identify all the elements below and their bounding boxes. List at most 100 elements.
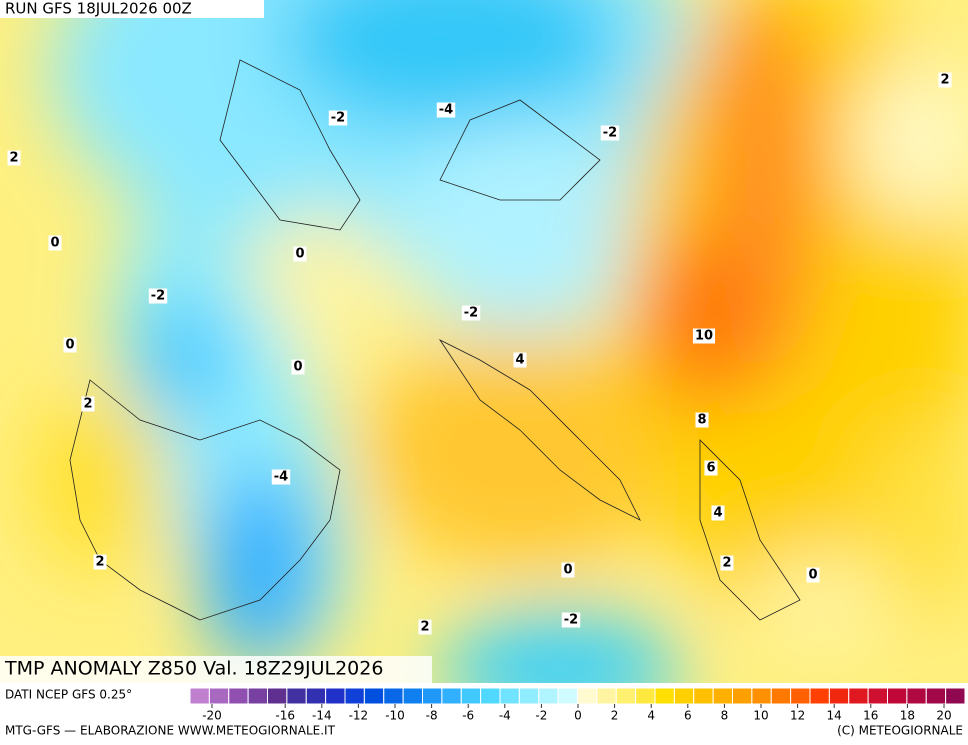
colorbar-box bbox=[732, 687, 753, 705]
contour-label-bg bbox=[692, 328, 716, 344]
colorbar-box bbox=[402, 687, 423, 705]
colorbar-box bbox=[770, 687, 792, 705]
contour-label: 10 bbox=[695, 329, 713, 344]
contour-label-bg bbox=[561, 562, 575, 578]
colorbar-box bbox=[712, 687, 733, 705]
contour-label: 2 bbox=[95, 555, 104, 570]
colorbar-tick-label: -14 bbox=[312, 709, 332, 723]
contour-label-bg bbox=[48, 235, 62, 251]
colorbar-tick-label: 2 bbox=[611, 709, 619, 723]
colorbar-box bbox=[945, 687, 966, 705]
colorbar-box bbox=[577, 687, 598, 705]
contour-label: 4 bbox=[713, 506, 722, 521]
colorbar-box bbox=[480, 687, 501, 705]
contour-label: 0 bbox=[295, 247, 304, 262]
colorbar-box bbox=[518, 687, 540, 705]
colorbar-tick-label: -2 bbox=[535, 709, 547, 723]
colorbar-tick-label: -10 bbox=[385, 709, 405, 723]
colorbar-box bbox=[247, 687, 268, 705]
run-label: RUN GFS 18JUL2026 00Z bbox=[5, 0, 192, 18]
colorbar-box bbox=[344, 687, 365, 705]
colorbar-tick-label: -8 bbox=[426, 709, 438, 723]
contour-labels: 2 -2 -4 -2 2 0 0 -2 -2 10 0 4 0 2 8 6 -4 4 2 2 0 0 -2 2 bbox=[7, 72, 952, 635]
contour-label: 2 bbox=[9, 151, 18, 166]
contour-label-bg bbox=[806, 567, 820, 583]
contour-label: 2 bbox=[940, 73, 949, 88]
contour-label-bg bbox=[513, 352, 527, 368]
contour-label: -4 bbox=[274, 470, 288, 485]
contour-label-bg bbox=[600, 125, 620, 141]
contour-label-bg bbox=[81, 396, 95, 412]
contour-label-bg bbox=[561, 612, 581, 628]
contour-label: -2 bbox=[331, 111, 345, 126]
contour-label: 8 bbox=[697, 413, 706, 428]
colorbar-box bbox=[654, 687, 675, 705]
colorbar-tick-label: 10 bbox=[753, 709, 768, 723]
contour-label-bg bbox=[418, 619, 432, 635]
colorbar-box bbox=[887, 687, 908, 705]
colorbar-tick-label: -16 bbox=[275, 709, 295, 723]
colorbar-box bbox=[422, 687, 443, 705]
colorbar-tick-label: 20 bbox=[936, 709, 951, 723]
contour-label: 0 bbox=[50, 236, 59, 251]
colorbar-tick-label: -12 bbox=[349, 709, 369, 723]
contour-label-bg bbox=[938, 72, 952, 88]
contour-label: 2 bbox=[722, 556, 731, 571]
contour-label: 2 bbox=[83, 397, 92, 412]
contour-label: 0 bbox=[563, 563, 572, 578]
colorbar-tick-label: 18 bbox=[900, 709, 915, 723]
colorbar-box bbox=[790, 687, 811, 705]
contour-label: 0 bbox=[808, 568, 817, 583]
colorbar-tick-label: 12 bbox=[790, 709, 805, 723]
colorbar-box bbox=[635, 687, 656, 705]
contour-label: 0 bbox=[65, 338, 74, 353]
contour-label-bg bbox=[63, 337, 77, 353]
credit: MTG-GFS — ELABORAZIONE WWW.METEOGIORNALE… bbox=[5, 724, 336, 738]
colorbar-box bbox=[557, 687, 578, 705]
contour-label-bg bbox=[436, 102, 456, 118]
coastlines bbox=[69, 59, 801, 621]
colorbar-box bbox=[363, 687, 385, 705]
colorbar-box bbox=[596, 687, 617, 705]
contour-label: -2 bbox=[603, 126, 617, 141]
contour-label-bg bbox=[7, 150, 21, 166]
contour-label-bg bbox=[704, 460, 718, 476]
colorbar-tick-label: 0 bbox=[574, 709, 582, 723]
colorbar-tick-label: 8 bbox=[721, 709, 729, 723]
contour-label-bg bbox=[695, 412, 709, 428]
contour-label-bg bbox=[93, 554, 107, 570]
contour-label-bg bbox=[291, 359, 305, 375]
contour-label-bg bbox=[148, 288, 168, 304]
colorbar-box bbox=[673, 687, 695, 705]
contour-label-bg bbox=[328, 110, 348, 126]
colorbar-box bbox=[228, 687, 249, 705]
contour-label: 0 bbox=[293, 360, 302, 375]
contour-label-bg bbox=[711, 505, 725, 521]
colorbar-box bbox=[925, 687, 947, 705]
map-title: TMP ANOMALY Z850 Val. 18Z29JUL2026 bbox=[4, 658, 383, 680]
colorbar-tick-label: -4 bbox=[499, 709, 511, 723]
colorbar: -20 -16 -14 -12 -10 -8 -6 -4 -2 0 2 4 6 8 10 12 14 16 18 20 bbox=[189, 687, 966, 723]
contour-label: -2 bbox=[564, 613, 578, 628]
colorbar-box bbox=[441, 687, 462, 705]
colorbar-box bbox=[267, 687, 288, 705]
colorbar-box bbox=[538, 687, 559, 705]
colorbar-box bbox=[208, 687, 230, 705]
contour-label: 4 bbox=[515, 353, 524, 368]
colorbar-tick-label: 6 bbox=[684, 709, 692, 723]
anomaly-field bbox=[0, 0, 968, 683]
colorbar-tick-label: -20 bbox=[202, 709, 222, 723]
colorbar-box bbox=[693, 687, 714, 705]
colorbar-box bbox=[383, 687, 404, 705]
colorbar-tick-label: 16 bbox=[863, 709, 878, 723]
colorbar-box bbox=[828, 687, 850, 705]
colorbar-box bbox=[499, 687, 520, 705]
colorbar-box bbox=[286, 687, 307, 705]
colorbar-tick-label: 14 bbox=[827, 709, 842, 723]
colorbar-tick-label: -6 bbox=[462, 709, 474, 723]
colorbar-box bbox=[867, 687, 888, 705]
colorbar-box bbox=[305, 687, 327, 705]
contour-label: -4 bbox=[439, 103, 453, 118]
contour-label: -2 bbox=[151, 289, 165, 304]
title-box bbox=[0, 656, 432, 683]
